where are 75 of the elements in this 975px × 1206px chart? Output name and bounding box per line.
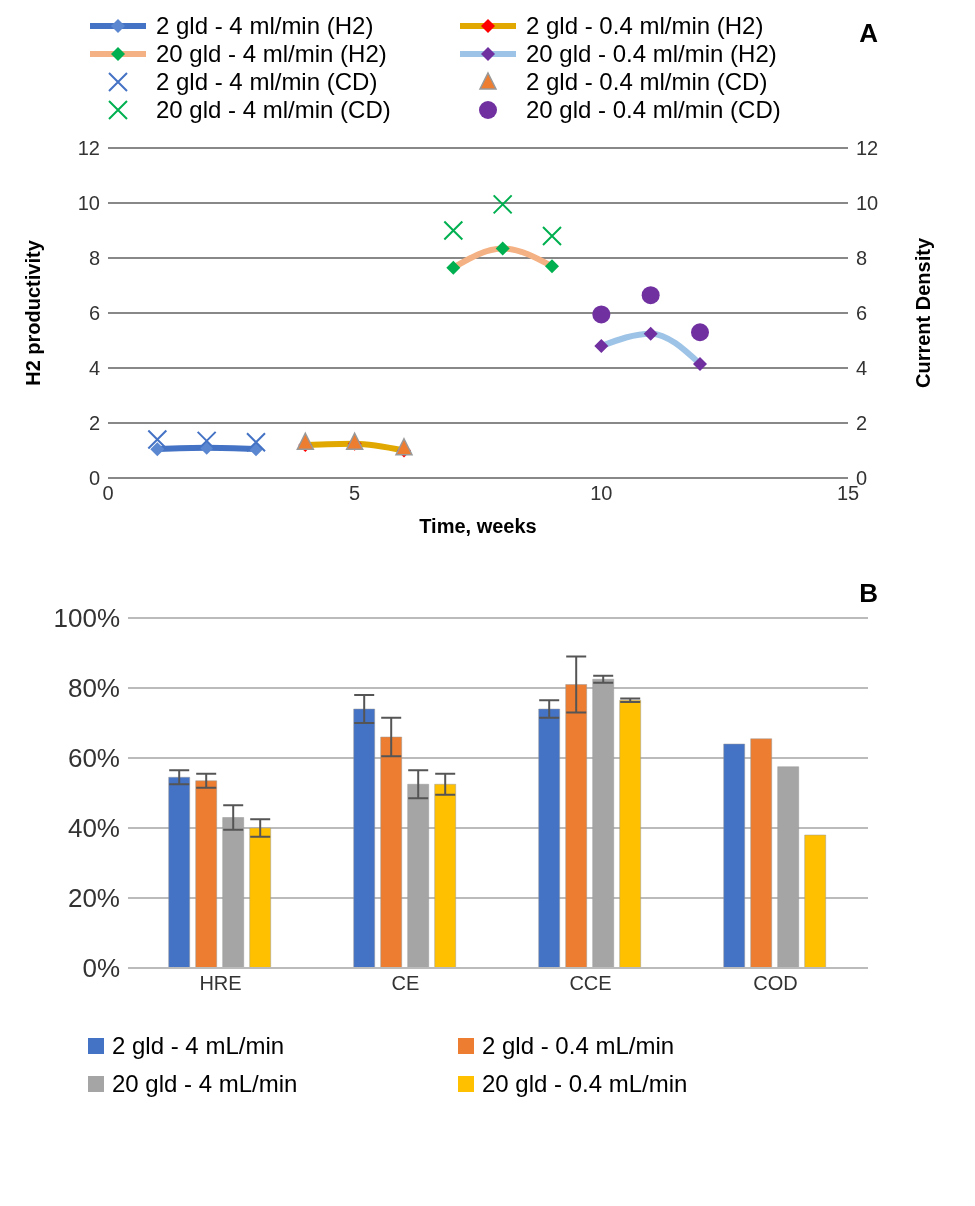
legend-label: 2 gld - 4 ml/min (CD) bbox=[156, 68, 378, 96]
y-tick-label: 80% bbox=[67, 673, 120, 704]
legend-label: 20 gld - 4 ml/min (CD) bbox=[156, 96, 391, 124]
y-tick-label: 10 bbox=[77, 192, 100, 215]
x-axis-title: Time, weeks bbox=[419, 515, 537, 537]
y2-axis-title: Current Density bbox=[912, 237, 935, 389]
x-tick-label: COD bbox=[753, 972, 798, 995]
y2-tick-label: 0 bbox=[856, 467, 868, 490]
y-tick-label: 6 bbox=[88, 302, 100, 325]
y2-tick-label: 2 bbox=[856, 412, 868, 435]
x-tick-label: 5 bbox=[349, 482, 361, 505]
bar bbox=[222, 817, 244, 968]
legend-label: 2 gld - 4 ml/min (H2) bbox=[156, 12, 374, 40]
point bbox=[691, 323, 709, 342]
point bbox=[246, 432, 266, 453]
bar bbox=[380, 736, 402, 968]
y2-tick-label: 8 bbox=[856, 247, 868, 270]
point bbox=[594, 339, 609, 353]
x-tick-label: CE bbox=[391, 972, 420, 995]
point bbox=[147, 429, 168, 450]
point bbox=[443, 220, 464, 241]
x-tick-label: CCE bbox=[569, 972, 612, 995]
x-tick-label: HRE bbox=[199, 972, 242, 995]
y-tick-label: 100% bbox=[53, 603, 120, 634]
y2-tick-label: 6 bbox=[856, 302, 868, 325]
chart-title: A bbox=[859, 18, 878, 49]
y-tick-label: 2 bbox=[88, 412, 100, 435]
y2-tick-label: 10 bbox=[856, 192, 879, 215]
bar bbox=[619, 700, 641, 968]
point bbox=[495, 241, 510, 256]
point bbox=[693, 356, 707, 371]
bar bbox=[434, 784, 456, 968]
point bbox=[592, 305, 611, 324]
bar bbox=[565, 684, 587, 968]
legend-label: 20 gld - 0.4 ml/min (CD) bbox=[526, 96, 781, 124]
point bbox=[150, 442, 165, 457]
bar bbox=[249, 827, 271, 968]
y-tick-label: 8 bbox=[88, 247, 100, 270]
y-tick-label: 4 bbox=[88, 357, 100, 380]
y2-tick-label: 12 bbox=[856, 137, 879, 160]
y-axis-title: H2 productivity bbox=[22, 239, 45, 386]
legend-label: 20 gld - 0.4 mL/min bbox=[482, 1070, 688, 1098]
point bbox=[492, 194, 513, 215]
bar bbox=[723, 743, 745, 968]
y2-tick-label: 4 bbox=[856, 357, 868, 380]
bar bbox=[777, 766, 799, 968]
chart-title: B bbox=[859, 578, 878, 609]
point bbox=[542, 226, 562, 246]
legend-label: 2 gld - 0.4 mL/min bbox=[482, 1032, 675, 1060]
bar bbox=[750, 738, 772, 968]
bar bbox=[195, 780, 217, 968]
bar bbox=[804, 834, 826, 968]
y-tick-label: 0% bbox=[82, 953, 120, 984]
bar bbox=[407, 784, 429, 968]
legend-label: 2 gld - 0.4 ml/min (CD) bbox=[526, 68, 768, 96]
y-tick-label: 12 bbox=[77, 137, 100, 160]
point bbox=[545, 259, 559, 274]
legend-label: 2 gld - 0.4 ml/min (H2) bbox=[526, 12, 764, 40]
x-tick-label: 10 bbox=[590, 482, 613, 505]
bar bbox=[353, 708, 375, 968]
bar bbox=[538, 708, 560, 968]
legend-label: 2 gld - 4 mL/min bbox=[112, 1032, 285, 1060]
legend-label: 20 gld - 0.4 ml/min (H2) bbox=[526, 40, 777, 68]
point bbox=[643, 326, 658, 341]
bar bbox=[168, 777, 190, 968]
bar bbox=[592, 679, 614, 968]
point bbox=[641, 286, 660, 305]
point bbox=[446, 260, 461, 275]
y-tick-label: 0 bbox=[88, 467, 100, 490]
y-tick-label: 40% bbox=[67, 813, 120, 844]
point bbox=[196, 430, 217, 451]
legend-label: 20 gld - 4 ml/min (H2) bbox=[156, 40, 387, 68]
legend-label: 20 gld - 4 mL/min bbox=[112, 1070, 298, 1098]
y-tick-label: 20% bbox=[67, 883, 120, 914]
y-tick-label: 60% bbox=[67, 743, 120, 774]
